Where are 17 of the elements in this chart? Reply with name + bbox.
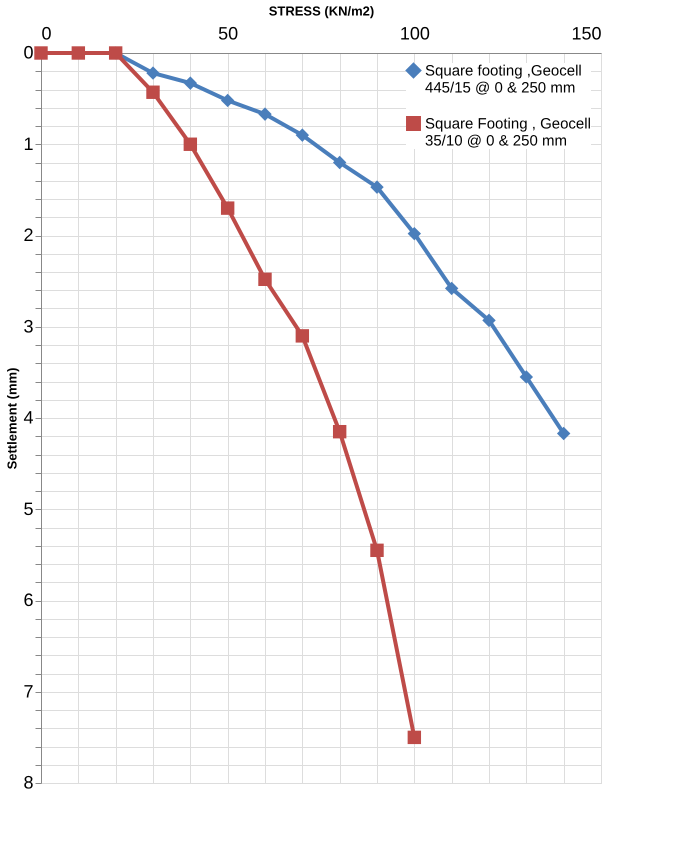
y-tick-label: 3 [23, 316, 34, 336]
y-tick-label: 4 [23, 408, 34, 428]
legend-label: Square footing ,Geocell 445/15 @ 0 & 250 mm [425, 62, 582, 96]
x-tick-label: 100 [400, 24, 430, 44]
y-tick-label: 2 [23, 225, 34, 245]
x-tick-label: 150 [571, 24, 602, 44]
x-tick-label: 50 [218, 24, 238, 44]
y-tick-label: 8 [23, 772, 34, 792]
y-tick-label: 7 [23, 681, 34, 702]
y-tick-label: 6 [23, 590, 34, 610]
x-tick-label: 0 [42, 24, 52, 44]
y-axis-title: Settlement (mm) [4, 368, 20, 470]
legend-label: Square Footing , Geocell 35/10 @ 0 & 250 mm [425, 116, 591, 150]
x-axis-title: STRESS (KN/m2) [268, 4, 374, 18]
y-tick-label: 5 [23, 498, 34, 519]
y-tick-label: 1 [23, 134, 34, 154]
y-tick-label: 0 [23, 42, 34, 62]
